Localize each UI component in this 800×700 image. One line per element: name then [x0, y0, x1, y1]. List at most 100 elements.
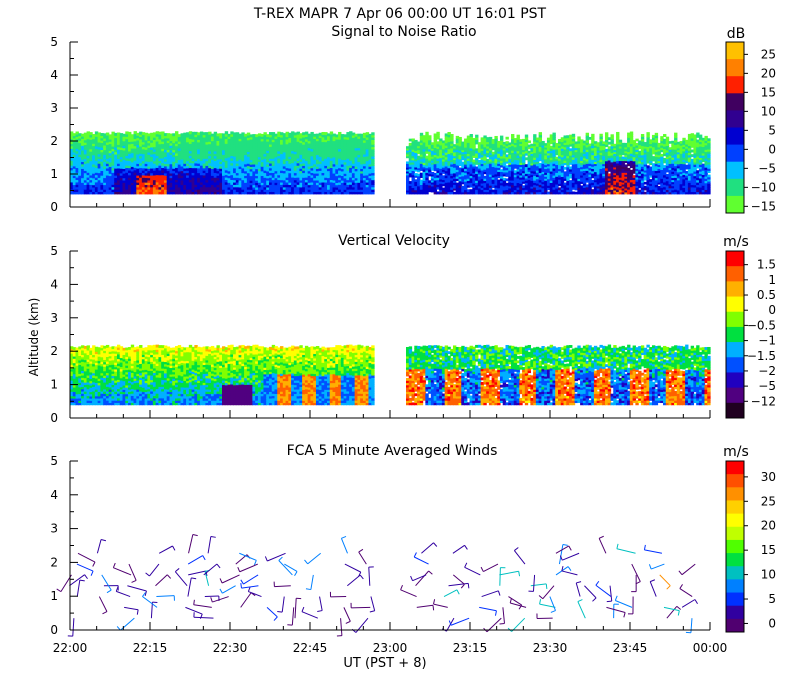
heat-cell: [329, 165, 334, 169]
heat-cell: [150, 189, 154, 193]
heat-cell: [274, 159, 278, 163]
heat-cell: [255, 134, 259, 138]
heat-cell: [293, 189, 298, 193]
heat-cell: [219, 161, 223, 165]
heat-cell: [141, 186, 146, 190]
heat-cell: [266, 166, 270, 170]
heat-cell: [349, 191, 353, 195]
heat-cell: [406, 186, 410, 189]
heat-cell: [574, 155, 578, 159]
heat-cell: [591, 159, 595, 163]
heat-cell: [208, 179, 212, 183]
heat-cell: [72, 151, 77, 155]
heat-cell: [494, 191, 498, 195]
heat-cell: [161, 174, 165, 178]
heat-cell: [285, 162, 289, 166]
heat-cell: [293, 167, 298, 171]
heat-cell: [199, 131, 204, 135]
heat-cell: [602, 187, 606, 191]
heat-cell: [368, 138, 372, 142]
heat-cell: [255, 173, 259, 177]
heat-cell: [340, 191, 345, 195]
heat-cell: [461, 181, 465, 185]
heat-cell: [299, 179, 303, 183]
heat-cell: [519, 166, 523, 170]
heat-cell: [257, 144, 262, 148]
heat-cell: [296, 138, 300, 142]
heat-cell: [191, 143, 195, 147]
heat-cell: [582, 189, 587, 193]
heat-cell: [241, 184, 245, 188]
heat-cell: [439, 151, 443, 154]
heat-cell: [632, 171, 636, 174]
heat-cell: [136, 144, 140, 148]
heat-cell: [519, 162, 523, 165]
heat-cell: [100, 151, 104, 155]
heat-cell: [241, 172, 245, 176]
heat-cell: [486, 152, 490, 156]
heat-cell: [558, 176, 562, 180]
heat-cell: [621, 187, 625, 191]
heat-cell: [249, 180, 253, 183]
heat-cell: [163, 177, 168, 181]
heat-cell: [508, 144, 512, 147]
heat-cell: [219, 154, 223, 158]
heat-cell: [494, 178, 498, 182]
heat-cell: [235, 181, 240, 185]
heat-cell: [307, 189, 312, 193]
heat-cell: [635, 161, 639, 165]
heat-cell: [175, 131, 179, 135]
heat-cell: [357, 179, 361, 183]
heat-cell: [552, 165, 556, 169]
heat-cell: [244, 142, 248, 146]
heat-cell: [444, 175, 449, 179]
heat-cell: [513, 142, 518, 146]
heat-cell: [357, 156, 361, 160]
heat-cell: [81, 184, 85, 188]
heat-cell: [541, 149, 545, 152]
heat-cell: [360, 189, 364, 193]
heat-cell: [444, 161, 449, 165]
heat-cell: [411, 138, 415, 142]
heat-cell: [70, 177, 74, 181]
heat-cell: [277, 177, 281, 181]
heat-cell: [94, 141, 99, 145]
heat-cell: [627, 149, 631, 153]
heat-cell: [593, 147, 598, 150]
heat-cell: [266, 163, 270, 167]
heat-cell: [466, 166, 471, 170]
heat-cell: [524, 152, 529, 156]
heat-cell: [638, 177, 642, 181]
heat-cell: [83, 163, 88, 167]
heat-cell: [282, 135, 287, 139]
heat-cell: [75, 191, 79, 195]
heat-cell: [277, 131, 281, 135]
heat-cell: [100, 191, 104, 195]
heat-cell: [585, 135, 589, 139]
heat-cell: [186, 167, 190, 171]
heat-cell: [119, 165, 124, 169]
heat-cell: [172, 186, 176, 190]
heat-cell: [81, 161, 85, 165]
heat-cell: [343, 159, 347, 163]
heat-cell: [502, 187, 507, 191]
heat-cell: [497, 175, 501, 179]
heat-cell: [255, 186, 259, 190]
heat-cell: [436, 174, 440, 178]
heat-cell: [233, 139, 237, 143]
heat-cell: [430, 164, 435, 167]
heat-cell: [277, 186, 281, 190]
heat-cell: [519, 181, 523, 184]
heat-cell: [81, 166, 85, 169]
heat-cell: [263, 186, 267, 190]
heat-cell: [566, 171, 570, 175]
heat-cell: [310, 143, 314, 147]
heat-cell: [524, 177, 529, 181]
heat-cell: [371, 153, 375, 157]
heat-cell: [103, 186, 107, 190]
heat-cell: [425, 143, 429, 147]
heat-cell: [632, 158, 636, 162]
heat-cell: [546, 146, 551, 150]
heat-cell: [351, 174, 356, 178]
heat-cell: [488, 169, 493, 173]
